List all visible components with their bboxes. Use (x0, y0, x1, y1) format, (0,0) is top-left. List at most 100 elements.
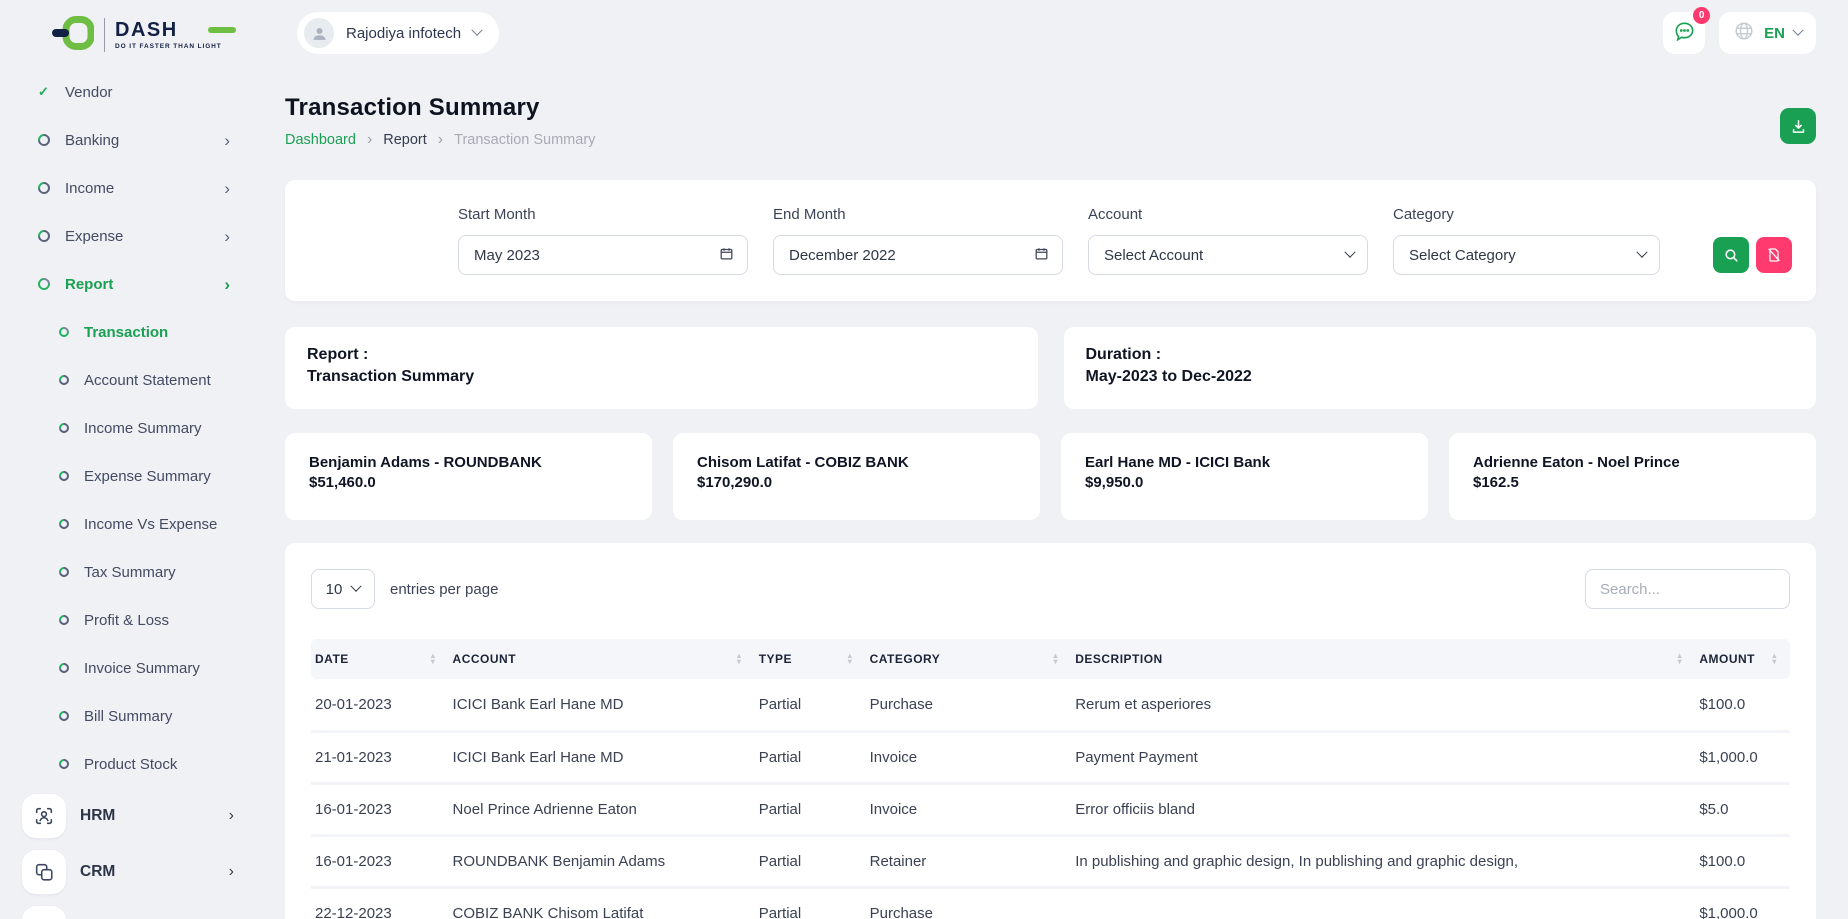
check-icon: ✓ (38, 84, 49, 99)
chevron-down-icon (350, 580, 363, 592)
cell-type: Partial (754, 885, 866, 919)
cell-amount: $5.0 (1695, 781, 1790, 835)
support-ticket-icon (22, 906, 66, 919)
sidebar-item-income[interactable]: Income › (0, 164, 260, 212)
cell-date: 22-12-2023 (311, 885, 449, 919)
dash-logo-icon (52, 15, 95, 55)
sidebar-item-report[interactable]: Report › (0, 260, 260, 308)
table-row: 16-01-2023 Noel Prince Adrienne Eaton Pa… (311, 781, 1790, 835)
column-header-type[interactable]: TYPE ▲ ▼ (754, 639, 866, 679)
end-month-input[interactable]: December 2022 (773, 235, 1063, 275)
menu-dot-icon (35, 227, 53, 245)
table-row: 20-01-2023 ICICI Bank Earl Hane MD Parti… (311, 679, 1790, 731)
company-selector[interactable]: Rajodiya infotech (297, 12, 500, 54)
chevron-right-icon: › (224, 226, 230, 246)
sort-icon: ▲ ▼ (1675, 651, 1684, 666)
cell-description (1071, 885, 1696, 919)
sidebar: DASH DO IT FASTER THAN LIGHT ✓ Vendor Ba… (0, 0, 260, 919)
menu-dot-icon (35, 179, 53, 197)
sidebar-item-support-ticket[interactable]: Support Ticket › (0, 900, 260, 919)
cell-type: Partial (754, 729, 866, 783)
table-search-input[interactable] (1585, 569, 1790, 609)
sidebar-item-crm[interactable]: CRM › (0, 844, 260, 900)
sidebar-item-income-vs-expense[interactable]: Income Vs Expense (0, 500, 260, 548)
language-code: EN (1764, 24, 1785, 42)
column-header-amount[interactable]: AMOUNT ▲ ▼ (1695, 639, 1790, 679)
sidebar-item-account-statement[interactable]: Account Statement (0, 356, 260, 404)
cell-account: Noel Prince Adrienne Eaton (448, 781, 755, 835)
sidebar-item-income-summary[interactable]: Income Summary (0, 404, 260, 452)
cell-date: 20-01-2023 (315, 695, 392, 713)
menu-dot-icon (56, 468, 72, 484)
report-submenu: Transaction Account Statement Income Sum… (0, 308, 260, 788)
column-header-date[interactable]: DATE ▲ ▼ (311, 639, 449, 679)
cell-type: Partial (754, 781, 866, 835)
report-value: Transaction Summary (307, 367, 475, 385)
messages-button[interactable]: 0 (1663, 7, 1711, 54)
menu-dot-icon (35, 275, 53, 293)
breadcrumb-current: Transaction Summary (454, 132, 596, 148)
breadcrumb-report[interactable]: Report (383, 132, 427, 148)
chevron-down-icon (1792, 24, 1804, 36)
menu-dot-icon (56, 660, 72, 676)
duration-label: Duration : (1085, 346, 1162, 363)
column-header-category[interactable]: CATEGORY ▲ ▼ (865, 639, 1072, 679)
sidebar-item-banking[interactable]: Banking › (0, 116, 260, 164)
start-month-input[interactable]: May 2023 (458, 235, 748, 275)
hrm-icon (22, 794, 66, 838)
apply-filter-button[interactable] (1713, 237, 1749, 273)
main-content: Rajodiya infotech 0 (260, 0, 1848, 919)
category-select[interactable]: Select Category (1393, 235, 1660, 275)
column-header-description[interactable]: DESCRIPTION ▲ ▼ (1071, 639, 1696, 679)
cell-amount: $100.0 (1699, 695, 1746, 713)
chevron-separator-icon: › (437, 131, 444, 148)
bank-summary-card: Benjamin Adams - ROUNDBANK $51,460.0 (285, 433, 652, 520)
sidebar-item-product-stock[interactable]: Product Stock (0, 740, 260, 788)
sidebar-item-profit-loss[interactable]: Profit & Loss (0, 596, 260, 644)
cell-category: Purchase (869, 695, 933, 713)
cell-amount: $100.0 (1695, 833, 1790, 887)
sidebar-item-invoice-summary[interactable]: Invoice Summary (0, 644, 260, 692)
transactions-table-card: 10 entries per page DATE▲▼ ACCOUNT▲▼ TYP… (285, 543, 1816, 919)
table-header-row: DATE ▲ ▼ ACCOUNT ▲ ▼ TYPE ▲ ▼ CATEGORY ▲ ▼ DESCR… (311, 639, 1790, 679)
calendar-icon (719, 246, 734, 265)
sidebar-item-expense-summary[interactable]: Expense Summary (0, 452, 260, 500)
cell-category: Purchase (865, 885, 1072, 919)
menu-dot-icon (56, 516, 72, 532)
chevron-right-icon: › (228, 807, 234, 824)
search-icon (1724, 248, 1738, 262)
menu-dot-icon (56, 756, 72, 772)
sidebar-item-tax-summary[interactable]: Tax Summary (0, 548, 260, 596)
end-month-label: End Month (773, 206, 846, 223)
sidebar-item-hrm[interactable]: HRM › (0, 788, 260, 844)
cell-description: Rerum et asperiores (1075, 695, 1212, 713)
cell-type: Partial (754, 833, 866, 887)
chevron-right-icon: › (224, 178, 230, 198)
language-selector[interactable]: EN (1719, 12, 1816, 54)
breadcrumb-dashboard[interactable]: Dashboard (285, 132, 356, 148)
cell-description: Payment Payment (1071, 729, 1696, 783)
sidebar-nav: ✓ Vendor Banking › Income › Expense › Re… (0, 68, 260, 919)
reset-filter-button[interactable] (1756, 237, 1792, 273)
menu-dot-icon (56, 708, 72, 724)
cell-account: COBIZ BANK Chisom Latifat (448, 885, 755, 919)
cell-description: In publishing and graphic design, In pub… (1071, 833, 1696, 887)
table-row: 22-12-2023 COBIZ BANK Chisom Latifat Par… (311, 885, 1790, 919)
bank-summary-card: Adrienne Eaton - Noel Prince $162.5 (1449, 433, 1816, 520)
column-header-account[interactable]: ACCOUNT ▲ ▼ (448, 639, 755, 679)
cell-amount: $1,000.0 (1695, 729, 1790, 783)
account-select[interactable]: Select Account (1088, 235, 1368, 275)
sidebar-item-transaction[interactable]: Transaction (0, 308, 260, 356)
cell-date: 21-01-2023 (311, 729, 449, 783)
download-button[interactable] (1780, 108, 1816, 144)
sidebar-item-vendor[interactable]: ✓ Vendor (38, 83, 113, 101)
menu-dot-icon (56, 612, 72, 628)
sidebar-item-expense[interactable]: Expense › (0, 212, 260, 260)
brand-name: DASH (115, 20, 236, 40)
page-size-select[interactable]: 10 (311, 569, 375, 609)
sidebar-item-bill-summary[interactable]: Bill Summary (0, 692, 260, 740)
start-month-label: Start Month (458, 206, 536, 223)
sort-icon: ▲ ▼ (1770, 651, 1778, 666)
brand-logo[interactable]: DASH DO IT FASTER THAN LIGHT (0, 10, 260, 60)
cell-type: Partial (758, 695, 802, 713)
